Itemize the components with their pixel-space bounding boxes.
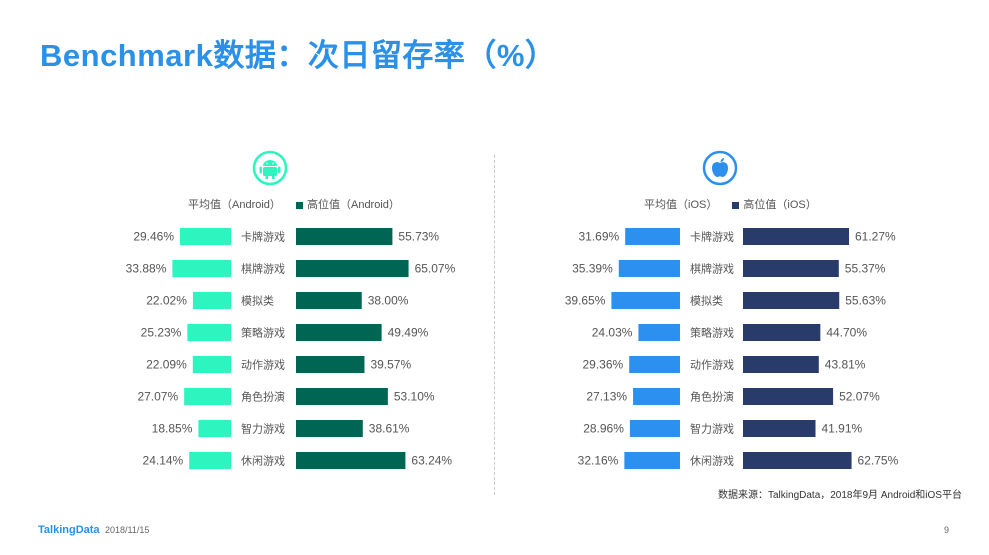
category-label-0-2: 模拟类 xyxy=(241,294,274,308)
footer-date: 2018/11/15 xyxy=(105,525,150,535)
bar-avg-0-2 xyxy=(192,292,231,309)
page-number: 9 xyxy=(944,525,950,535)
category-label-0-0: 卡牌游戏 xyxy=(241,230,285,244)
legend-item-android-avg: 平均值（Android） xyxy=(188,199,281,211)
bar-avg-0-0 xyxy=(180,228,231,245)
legend-item-android-high: 高位值（Android） xyxy=(295,196,400,212)
label-high-0-7: 63.24% xyxy=(411,454,452,468)
bar-high-0-7 xyxy=(296,452,406,469)
label-avg-0-3: 25.23% xyxy=(141,326,182,340)
bar-avg-0-1 xyxy=(172,260,231,277)
label-avg-0-1: 33.88% xyxy=(126,262,167,276)
label-avg-0-2: 22.02% xyxy=(146,294,187,308)
footer-logo: TalkingData xyxy=(38,524,100,536)
bar-avg-0-6 xyxy=(198,420,231,437)
data-source: 数据来源：TalkingData，2018年9月 Android和iOS平台 xyxy=(718,490,962,501)
legend-item-ios-avg: 平均值（iOS） xyxy=(644,199,718,211)
legend-ios: 平均值（iOS） 高位值（iOS） xyxy=(644,196,829,212)
bar-high-0-6 xyxy=(296,420,363,437)
label-high-0-5: 53.10% xyxy=(394,390,435,404)
label-avg-0-6: 18.85% xyxy=(152,422,193,436)
legend-item-ios-high: 高位值（iOS） xyxy=(732,196,817,212)
bar-avg-0-5 xyxy=(184,388,231,405)
bar-high-0-4 xyxy=(296,356,365,373)
category-label-0-4: 动作游戏 xyxy=(241,359,285,372)
bar-avg-0-7 xyxy=(189,452,231,469)
bar-high-0-0 xyxy=(296,228,393,245)
bar-avg-0-3 xyxy=(187,324,231,341)
label-high-0-4: 39.57% xyxy=(370,358,411,372)
category-label-0-5: 角色扮演 xyxy=(241,390,285,404)
bar-high-0-1 xyxy=(296,260,409,277)
bar-high-0-2 xyxy=(296,292,362,309)
label-avg-0-5: 27.07% xyxy=(137,390,178,404)
category-label-0-1: 棋牌游戏 xyxy=(241,262,285,276)
label-high-0-6: 38.61% xyxy=(369,422,410,436)
category-label-0-3: 策略游戏 xyxy=(241,326,285,340)
label-avg-0-4: 22.09% xyxy=(146,358,187,372)
apple-icon xyxy=(702,150,738,186)
bar-avg-0-4 xyxy=(192,356,231,373)
panel-divider xyxy=(494,155,495,495)
label-high-0-0: 55.73% xyxy=(398,230,439,244)
category-label-0-6: 智力游戏 xyxy=(241,422,285,436)
label-high-0-1: 65.07% xyxy=(415,262,456,276)
category-label-0-7: 休闲游戏 xyxy=(241,454,285,468)
label-avg-0-7: 24.14% xyxy=(143,454,184,468)
label-avg-0-0: 29.46% xyxy=(133,230,174,244)
legend-android: 平均值（Android） 高位值（Android） xyxy=(188,196,412,212)
bar-high-0-5 xyxy=(296,388,388,405)
label-high-0-2: 38.00% xyxy=(368,294,409,308)
android-icon xyxy=(252,150,288,186)
page-title: Benchmark数据：次日留存率（%） xyxy=(40,38,557,73)
bar-high-0-3 xyxy=(296,324,382,341)
label-high-0-3: 49.49% xyxy=(388,326,429,340)
